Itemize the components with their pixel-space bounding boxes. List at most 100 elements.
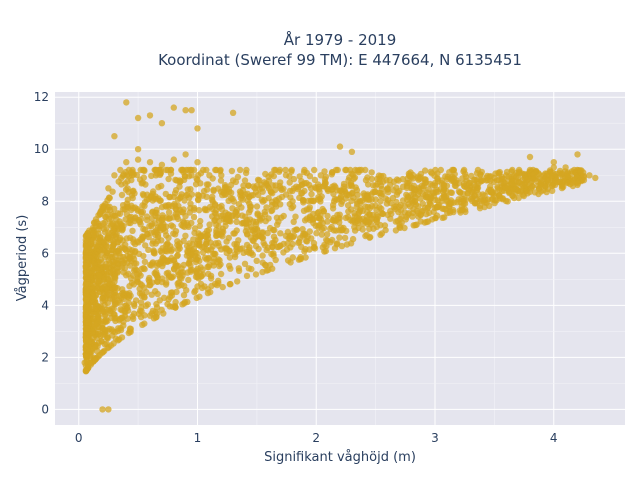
scatter-point [345, 208, 352, 215]
scatter-point [134, 146, 142, 153]
scatter-point [288, 168, 295, 175]
scatter-point [276, 166, 283, 174]
scatter-point [166, 193, 173, 201]
scatter-point [347, 240, 355, 247]
chart-title-line-1: År 1979 - 2019 [284, 30, 397, 49]
scatter-point [219, 225, 227, 233]
scatter-point [332, 166, 340, 174]
scatter-point [217, 188, 225, 195]
scatter-point [246, 244, 253, 251]
scatter-point [324, 218, 331, 225]
y-tick-label: 0 [41, 402, 49, 416]
scatter-point [93, 278, 101, 285]
scatter-point [473, 169, 481, 177]
scatter-point [344, 202, 352, 209]
scatter-point [165, 209, 173, 216]
scatter-point [242, 191, 249, 198]
scatter-point [197, 217, 204, 225]
scatter-point [158, 182, 165, 190]
scatter-point [306, 173, 314, 180]
scatter-point [434, 170, 441, 177]
scatter-point [103, 285, 110, 293]
scatter-point [336, 211, 343, 218]
scatter-point [336, 143, 344, 150]
scatter-point [419, 185, 427, 192]
scatter-point [242, 169, 250, 177]
scatter-point [249, 251, 256, 258]
scatter-point [109, 332, 116, 339]
scatter-points [81, 99, 599, 413]
scatter-point [192, 181, 200, 188]
scatter-point [116, 315, 124, 323]
scatter-point [343, 190, 350, 197]
scatter-point [295, 239, 302, 246]
scatter-point [380, 172, 387, 180]
scatter-point [426, 200, 433, 207]
scatter-point [101, 254, 109, 261]
scatter-point [190, 213, 198, 221]
scatter-point [468, 172, 475, 180]
scatter-point [461, 195, 468, 203]
scatter-point [535, 185, 543, 192]
scatter-point [493, 197, 500, 204]
scatter-point [544, 177, 551, 184]
scatter-point [118, 307, 126, 314]
scatter-point [123, 200, 130, 207]
scatter-point [124, 307, 132, 314]
scatter-point [137, 236, 144, 243]
scatter-point [331, 245, 339, 252]
scatter-point [182, 232, 189, 239]
scatter-point [170, 104, 177, 111]
scatter-point [270, 250, 277, 257]
scatter-point [481, 203, 488, 211]
scatter-point [217, 270, 225, 278]
scatter-point [241, 260, 249, 267]
scatter-point [130, 239, 137, 246]
scatter-point [111, 259, 118, 266]
scatter-point [229, 177, 237, 184]
scatter-point [91, 260, 98, 267]
scatter-point [191, 225, 199, 232]
scatter-point [110, 340, 117, 347]
scatter-point [83, 346, 91, 353]
scatter-point [491, 174, 498, 182]
scatter-point [141, 258, 149, 266]
scatter-point [99, 406, 106, 413]
scatter-point [93, 244, 101, 252]
scatter-point [158, 161, 166, 168]
scatter-point [145, 233, 152, 241]
scatter-point [383, 200, 391, 207]
scatter-point [238, 195, 245, 202]
scatter-point [317, 212, 324, 219]
scatter-point [218, 172, 225, 179]
scatter-point [345, 177, 352, 184]
scatter-point [212, 240, 219, 247]
scatter-point [203, 186, 211, 193]
scatter-point [269, 265, 276, 272]
scatter-point [181, 223, 188, 231]
scatter-point [509, 192, 516, 199]
scatter-point [216, 204, 223, 211]
scatter-point [142, 242, 149, 249]
scatter-point [318, 226, 326, 233]
x-tick-label: 3 [431, 431, 439, 445]
scatter-point [153, 209, 160, 216]
scatter-point [324, 187, 332, 195]
scatter-point [228, 189, 235, 196]
scatter-point [254, 176, 262, 183]
scatter-point [123, 235, 130, 242]
scatter-point [358, 166, 365, 174]
scatter-point [302, 237, 310, 244]
scatter-point [321, 241, 328, 249]
scatter-point [403, 213, 410, 221]
scatter-point [138, 290, 146, 297]
scatter-point [120, 322, 127, 329]
scatter-point [205, 255, 212, 262]
scatter-point [86, 338, 94, 345]
scatter-point [177, 193, 185, 200]
scatter-point [574, 151, 581, 158]
scatter-point [248, 265, 255, 273]
scatter-point [188, 107, 195, 114]
scatter-point [303, 179, 310, 187]
scatter-point [503, 172, 510, 179]
